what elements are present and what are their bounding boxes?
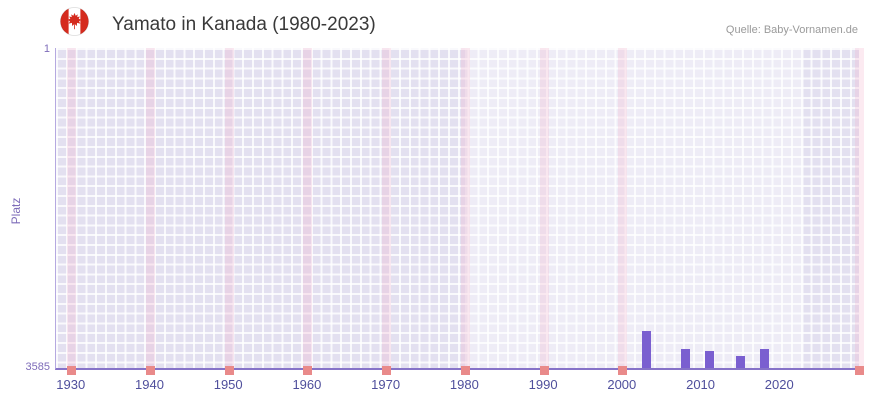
decade-stripe <box>303 48 313 368</box>
decade-stripe <box>618 48 628 368</box>
rank-bar <box>704 351 714 368</box>
decade-stripe <box>460 48 470 368</box>
red-tick-mark <box>67 366 77 375</box>
x-tick-label: 1980 <box>449 377 479 392</box>
plot-area <box>55 48 864 375</box>
decade-stripe <box>539 48 549 368</box>
decade-stripe <box>854 48 864 368</box>
rank-bar <box>641 330 651 368</box>
x-tick-label: 2000 <box>607 377 637 392</box>
decade-stripe <box>224 48 234 368</box>
x-tick-label: 1990 <box>528 377 558 392</box>
x-tick-label: 1940 <box>135 377 164 392</box>
rank-bar <box>736 355 746 368</box>
rank-bar <box>681 348 691 368</box>
red-tick-mark <box>145 366 155 375</box>
x-tick-label: 1970 <box>371 377 401 392</box>
red-tick-mark <box>224 366 234 375</box>
red-tick-mark <box>854 366 864 375</box>
red-tick-mark <box>539 366 549 375</box>
red-tick-mark <box>460 366 470 375</box>
x-tick-label: 2010 <box>686 377 716 392</box>
y-tick-best: 1 <box>43 43 50 55</box>
red-tick-mark <box>303 366 313 375</box>
x-tick-label: 1950 <box>213 377 243 392</box>
red-tick-mark <box>382 366 392 375</box>
decade-stripe <box>382 48 392 368</box>
rank-bar <box>760 348 770 368</box>
chart-title: Yamato in Kanada (1980-2023) <box>112 14 376 35</box>
x-axis-labels: 1930 1940 1950 1960 1970 1980 1990 2000 2010 2020 <box>55 377 858 397</box>
y-tick-worst: 3585 <box>25 361 50 373</box>
red-tick-mark <box>618 366 628 375</box>
source-link[interactable]: Quelle: Baby-Vornamen.de <box>725 24 858 36</box>
decade-stripe <box>145 48 155 368</box>
x-tick-label: 1960 <box>292 377 322 392</box>
y-axis-label: Platz <box>9 197 23 225</box>
x-tick-label: 1930 <box>56 377 86 392</box>
highlight-band <box>465 48 804 368</box>
x-tick-label: 2020 <box>764 377 794 392</box>
canada-flag-icon <box>60 7 89 36</box>
decade-stripe <box>67 48 77 368</box>
